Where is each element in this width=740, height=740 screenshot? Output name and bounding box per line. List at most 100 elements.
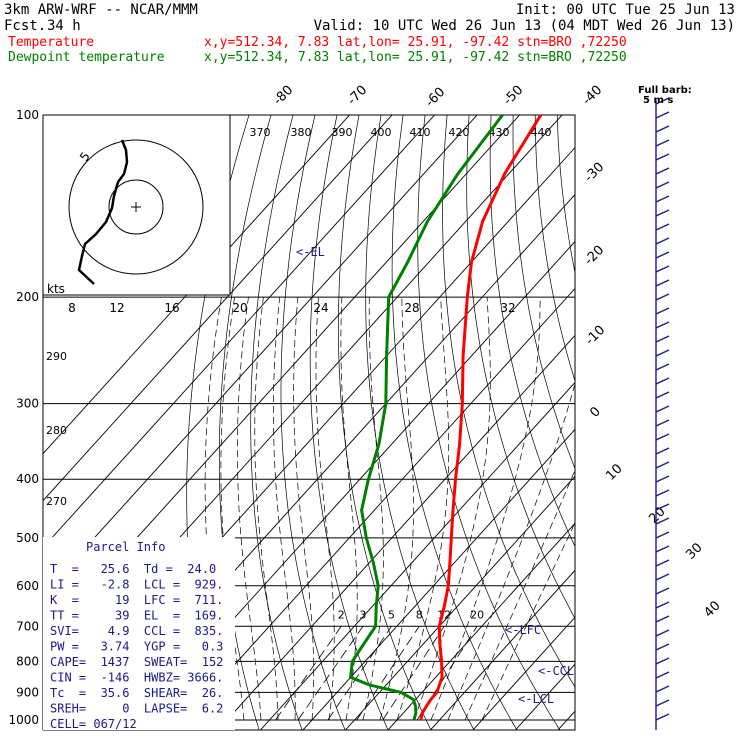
parcel-info-row: TT = 39 EL = 169. [50, 609, 223, 623]
barb-flag [655, 573, 670, 581]
mixing-ratio-line [275, 626, 342, 721]
barb-flag [655, 307, 670, 315]
dry-adiabat [338, 115, 432, 730]
pressure-label: 100 [16, 108, 39, 122]
barb-flag [655, 223, 670, 231]
dry-adiabat [711, 115, 740, 733]
forecast-hour: 34 h [47, 18, 81, 34]
barb-flag [655, 167, 670, 175]
parcel-info-row: PW = 3.74 YGP = 0.3 [50, 640, 223, 654]
barb-flag [655, 153, 670, 161]
moist-adiabat [430, 297, 541, 721]
isotherm-label: -60 [423, 85, 449, 111]
isotherm-line [259, 381, 575, 730]
valid-time: Valid: 10 UTC Wed 26 Jun 13 (04 MDT Wed … [314, 18, 735, 34]
parcel-info-row: CIN = -146 HWBZ= 3666. [50, 671, 223, 685]
mixing-ratio-line [356, 626, 420, 721]
parcel-info-row: SVI= 4.9 CCL = 835. [50, 624, 223, 638]
isotherm-line [43, 115, 351, 455]
dry-adiabat [601, 115, 740, 733]
isotherm-line [43, 115, 436, 549]
barb-flag [655, 195, 670, 203]
parcel-info-box: Parcel Info T = 25.6 Td = 24.0 LI = -2.8 … [43, 537, 235, 731]
mixing-ratio-line [327, 626, 392, 721]
pressure-label: 700 [16, 619, 39, 633]
theta-e-label: 370 [250, 126, 271, 139]
dry-adiabat [309, 115, 389, 730]
pressure-labels: 100 200 300 400 500 600 700 800 900 1000 [8, 108, 39, 727]
hodograph-trace [77, 139, 129, 285]
barb-flag [655, 419, 670, 427]
pressure-label: 500 [16, 531, 39, 545]
isotherm-line [472, 616, 575, 730]
dry-adiabat [280, 115, 346, 730]
parcel-info-row: Tc = 35.6 SHEAR= 26. [50, 686, 223, 700]
temperature-label: Temperature [8, 35, 94, 50]
isotherm-label: 0 [587, 404, 603, 420]
dry-adiabat [512, 115, 575, 470]
isotherm-label: -40 [580, 83, 606, 109]
barb-legend-value: 5 m s [643, 95, 673, 106]
theta-e-side-label: 270 [46, 495, 67, 508]
dry-adiabat [466, 115, 575, 620]
parcel-info-title: Parcel Info [86, 540, 165, 554]
barb-flag [655, 531, 670, 539]
temperature-location: x,y=512.34, 7.83 lat,lon= 25.91, -97.42 … [204, 35, 627, 50]
barb-flag [655, 293, 670, 301]
barb-flag [655, 405, 670, 413]
isotherm-label: -70 [345, 83, 371, 109]
parcel-info-row: SREH= 0 LAPSE= 6.2 [50, 702, 223, 716]
barb-flag [655, 111, 670, 119]
sounding-profiles [349, 115, 543, 721]
parcel-info-row: LI = -2.8 LCL = 929. [50, 578, 223, 592]
moist-adiabat [413, 297, 491, 721]
dry-adiabat [667, 115, 740, 733]
ccl-marker: <-CCL [538, 664, 574, 678]
barb-flag [655, 461, 670, 469]
wind-barbs [655, 97, 670, 730]
mixing-ratio-label: 5 [388, 608, 395, 621]
barb-flag [655, 713, 670, 721]
barb-flag [655, 503, 670, 511]
isotherm-label: -20 [582, 243, 608, 269]
barb-flag [655, 587, 670, 595]
barb-flag [655, 699, 670, 707]
isotherm-label: 30 [683, 540, 705, 562]
barb-flag [655, 377, 670, 385]
barb-flag [655, 545, 670, 553]
barb-flag [655, 391, 670, 399]
mixing-ratio-label: 8 [416, 608, 423, 621]
barb-flag [655, 139, 670, 147]
isotherm-label: -30 [582, 160, 608, 186]
dry-adiabat [250, 115, 303, 730]
lfc-marker: <-LFC [505, 623, 541, 637]
barb-flag [655, 209, 670, 217]
moist-adiabat [396, 297, 450, 721]
theta-e-label: 420 [449, 126, 470, 139]
dry-adiabat-grid [186, 115, 740, 733]
theta-e-label: 410 [410, 126, 431, 139]
parcel-info-row: K = 19 LFC = 711. [50, 593, 223, 607]
barb-flag [655, 629, 670, 637]
barb-flag [655, 279, 670, 287]
isotherm-label: -80 [271, 83, 297, 109]
dry-adiabat [689, 115, 740, 733]
inset-scale-label: 28 [404, 301, 419, 315]
mixing-ratio-label: 2 [338, 608, 345, 621]
hodograph: 5 kts [42, 114, 231, 296]
moist-adiabat [447, 382, 575, 721]
barb-flag [655, 97, 670, 105]
pressure-label: 800 [16, 654, 39, 668]
theta-e-label: 390 [332, 126, 353, 139]
isotherm-line [387, 522, 575, 730]
isotherm-line [557, 710, 575, 730]
barb-flag [655, 517, 670, 525]
barb-flag [655, 671, 670, 679]
theta-e-labels: 370 380 390 400 410 420 430 440 290 280 270 [46, 126, 552, 508]
mixing-ratio-grid [275, 626, 478, 721]
pressure-label: 200 [16, 290, 39, 304]
isotherm-line [429, 569, 575, 730]
barb-flag [655, 615, 670, 623]
dry-adiabat [417, 115, 561, 730]
